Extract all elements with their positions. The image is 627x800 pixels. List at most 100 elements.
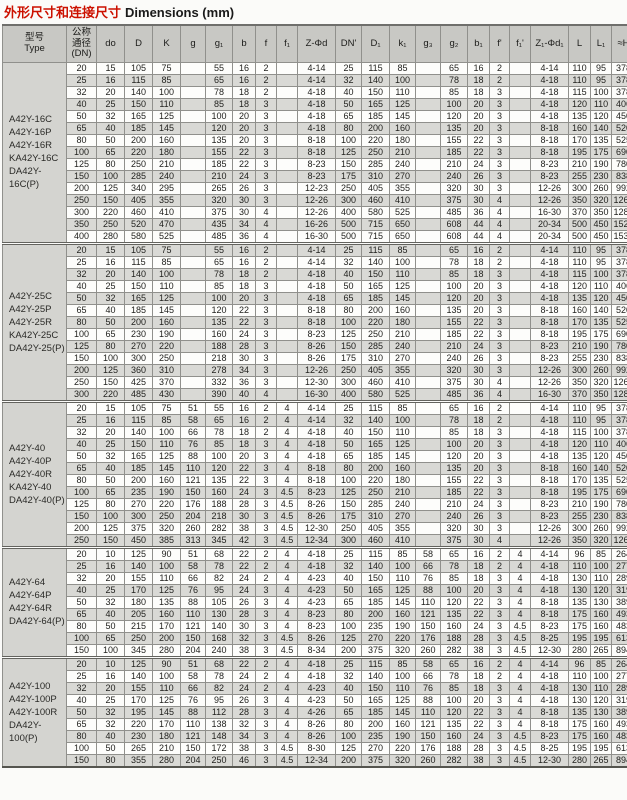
cell: 28 [232, 339, 256, 353]
cell: 4-14 [297, 399, 336, 415]
cell: 240 [440, 351, 468, 365]
table-row: 150 100 300 250 218 30 3 8-26 175 310 270 240 26 3 8-2… [3, 351, 627, 365]
cell: 4 [255, 229, 277, 244]
cell: 215 [124, 619, 153, 633]
cell: 370 [152, 375, 181, 389]
cell: 175 [590, 145, 612, 159]
cell: 80 [96, 339, 125, 353]
cell: 320 [590, 193, 612, 207]
cell: 135 [205, 315, 233, 329]
cell: 200 [361, 607, 390, 621]
cell: 4 [276, 437, 298, 451]
cell [180, 61, 206, 75]
cell: 4 [276, 413, 298, 427]
cell: 4 [276, 583, 298, 597]
cell: 650 [389, 229, 416, 244]
cell: 4.5 [509, 753, 531, 767]
cell: 145 [152, 705, 181, 719]
cell: 8-30 [297, 741, 336, 755]
cell: 3 [489, 729, 510, 743]
cell [509, 217, 531, 231]
cell: 16 [96, 255, 125, 269]
cell: 190 [152, 485, 181, 499]
cell: 3 [489, 717, 510, 731]
cell: 375 [205, 205, 233, 219]
cell: 525 [611, 315, 627, 329]
cell [415, 399, 441, 415]
cell: 40 [66, 279, 97, 293]
cell: 210 [389, 327, 416, 341]
cell: 36 [467, 205, 490, 219]
cell: 2 [255, 571, 277, 585]
cell: 310 [361, 509, 390, 523]
cell: 3 [489, 571, 510, 585]
cell: 26 [232, 595, 256, 609]
cell: 175 [590, 327, 612, 341]
cell: 4-18 [530, 413, 569, 427]
cell: 150 [361, 425, 390, 439]
cell [276, 73, 298, 87]
cell: 4 [509, 655, 531, 671]
cell: 16-26 [297, 217, 336, 231]
cell: 4.5 [276, 485, 298, 499]
cell: 992 [611, 363, 627, 377]
cell: 3 [255, 521, 277, 535]
cell: 24 [467, 157, 490, 171]
cell: 24 [232, 571, 256, 585]
cell: 3 [255, 693, 277, 707]
cell: 4-23 [297, 583, 336, 597]
cell: 150 [415, 729, 441, 743]
cell [415, 61, 441, 75]
cell: 42 [232, 533, 256, 548]
cell: 121 [180, 729, 206, 743]
cell: 350 [590, 387, 612, 402]
cell [180, 193, 206, 207]
cell: 160 [568, 121, 591, 135]
cell: 3 [489, 133, 510, 147]
cell: 170 [124, 583, 153, 597]
cell: 289 [611, 681, 627, 695]
cell: 4-14 [297, 61, 336, 75]
cell: 185 [124, 121, 153, 135]
cell: 18 [467, 425, 490, 439]
cell: 16 [467, 61, 490, 75]
cell: 18 [467, 559, 490, 573]
cell: 390 [205, 387, 233, 402]
cell: 2 [489, 61, 510, 75]
cell: 22 [467, 595, 490, 609]
cell: 200 [361, 461, 390, 475]
cell: 4.5 [276, 753, 298, 767]
cell: 110 [415, 595, 441, 609]
cell: 300 [124, 509, 153, 523]
cell: 150 [96, 375, 125, 389]
cell: 100 [389, 413, 416, 427]
cell: 115 [568, 85, 591, 99]
cell: 65 [205, 413, 233, 427]
cell: 150 [361, 85, 390, 99]
cell: 838 [611, 169, 627, 183]
cell: 278 [205, 363, 233, 377]
cell: 220 [96, 387, 125, 402]
cell: 300 [335, 533, 362, 548]
cell [509, 449, 531, 463]
cell: 20 [66, 545, 97, 561]
cell: 180 [152, 729, 181, 743]
cell: 40 [232, 387, 256, 402]
cell: 40 [96, 461, 125, 475]
cell: 385 [152, 533, 181, 548]
cell: 110 [389, 85, 416, 99]
cell: 378 [611, 61, 627, 75]
cell [180, 375, 206, 389]
cell [180, 73, 206, 87]
cell: 250 [152, 509, 181, 523]
cell: 95 [590, 399, 612, 415]
cell: 3 [255, 497, 277, 511]
cell: 176 [415, 631, 441, 645]
cell [180, 291, 206, 305]
cell: 285 [361, 157, 390, 171]
cell: 4-23 [297, 681, 336, 695]
cell [509, 109, 531, 123]
cell: 26 [467, 351, 490, 365]
cell: 16-30 [530, 205, 569, 219]
